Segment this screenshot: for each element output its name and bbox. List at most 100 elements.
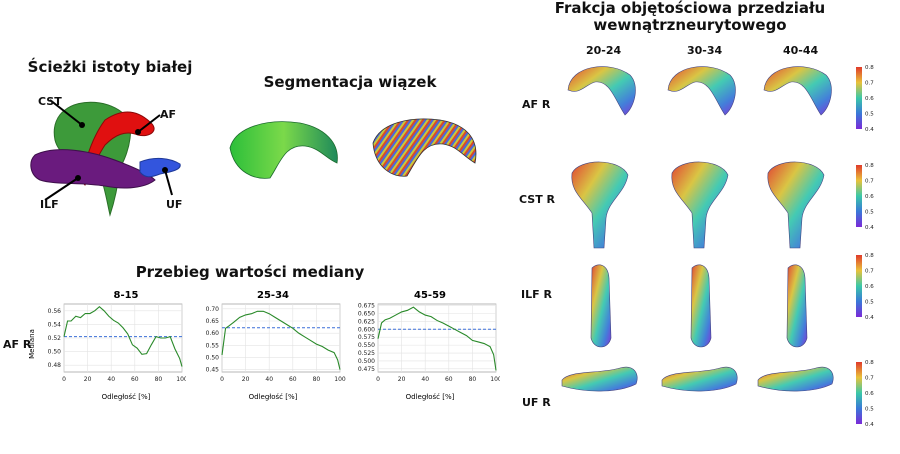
colorbar-tick-label: 0.8: [865, 253, 874, 259]
colorbar: [856, 165, 862, 227]
colorbar-tick-label: 0.4: [865, 127, 874, 133]
tract-cst-r-40-44: [767, 161, 825, 249]
med-row-label: AF R: [3, 338, 32, 351]
label-af: AF: [160, 108, 177, 121]
colorbar-tick-label: 0.6: [865, 194, 874, 200]
colorbar-tick-label: 0.5: [865, 300, 874, 306]
fr-grid: 0.8 0.7 0.6 0.5 0.4 0.8 0.7 0.6 0.5 0.4 0.8 0.7 0.6 0…: [560, 60, 880, 450]
colorbar-tick-label: 0.7: [865, 269, 874, 275]
plot-xlabel-0: Odległość [%]: [102, 393, 151, 401]
x-tick-label: 100: [490, 376, 500, 383]
y-tick-label: 0.625: [358, 318, 375, 325]
y-tick-label: 0.550: [358, 342, 375, 349]
y-tick-label: 0.45: [206, 367, 220, 374]
x-tick-label: 60: [445, 376, 453, 383]
tract-ilf-r-30-34: [690, 264, 712, 348]
tract-af-r-20-24: [567, 66, 636, 116]
y-tick-label: 0.50: [206, 354, 220, 361]
x-tick-label: 20: [398, 376, 406, 383]
median-line: [221, 310, 341, 370]
colorbar-tick-label: 0.8: [865, 65, 874, 71]
plot-svg-1: 25-34 Odległość [%] 0.45 0.50 0.55 0.60 0.65…: [206, 290, 346, 401]
colorbar-tick-label: 0.8: [865, 163, 874, 169]
fr-row-1: CST R: [519, 193, 556, 206]
colorbar-tick-label: 0.8: [865, 360, 874, 366]
uf-tract: [139, 157, 181, 178]
y-tick-label: 0.475: [358, 366, 375, 373]
x-tick-label: 40: [421, 376, 429, 383]
y-tick-label: 0.54: [48, 321, 62, 328]
fr-col-0: 20-24: [586, 44, 622, 57]
ilf-tract: [30, 149, 156, 189]
plot-25-34: 25-34 Odległość [%] 0.45 0.50 0.55 0.60 0.65…: [188, 284, 348, 404]
y-tick-label: 0.650: [358, 310, 375, 317]
x-tick-label: 40: [265, 376, 273, 383]
y-tick-label: 0.48: [48, 362, 62, 369]
colorbar-tick-label: 0.7: [865, 376, 874, 382]
tract-ilf-r-20-24: [590, 264, 612, 348]
fr-grid-svg: 0.8 0.7 0.6 0.5 0.4 0.8 0.7 0.6 0.5 0.4 0.8 0.7 0.6 0…: [561, 65, 874, 428]
tract-cst-r-20-24: [571, 161, 629, 249]
y-tick-label: 0.675: [358, 303, 375, 310]
y-tick-label: 0.70: [206, 306, 220, 313]
colorbar-tick-label: 0.5: [865, 407, 874, 413]
seg-illustration: [225, 108, 495, 188]
x-tick-label: 60: [289, 376, 297, 383]
y-tick-label: 0.52: [48, 335, 62, 342]
colorbar: [856, 255, 862, 317]
x-tick-label: 100: [176, 376, 186, 383]
y-tick-label: 0.525: [358, 350, 375, 357]
fr-title-line2: wewnątrzneurytowego: [593, 16, 787, 34]
fr-row-3: UF R: [522, 396, 551, 409]
colorbar-tick-label: 0.6: [865, 96, 874, 102]
med-title: Przebieg wartości mediany: [135, 263, 365, 281]
colorbar-tick-label: 0.5: [865, 112, 874, 118]
colorbar-tick-label: 0.7: [865, 81, 874, 87]
median-line: [63, 305, 183, 367]
colorbar: [856, 67, 862, 129]
fr-row-0: AF R: [522, 98, 551, 111]
tract-cst-r-30-34: [671, 161, 729, 249]
x-tick-label: 0: [62, 376, 66, 383]
plot-frame: [221, 303, 341, 373]
y-tick-label: 0.55: [206, 342, 220, 349]
median-line: [377, 306, 497, 371]
plot-svg-2: 45-59 Odległość [%] 0.4750.5000.5250.550…: [358, 290, 502, 401]
tract-uf-r-30-34: [661, 366, 738, 392]
label-cst: CST: [38, 95, 62, 108]
colorbar-tick-label: 0.4: [865, 225, 874, 231]
plot-svg-0: 8-15 Mediana Odległość [%] 0.48 0.50 0.52 0…: [28, 290, 188, 401]
colorbar-tick-label: 0.6: [865, 391, 874, 397]
y-tick-label: 0.56: [48, 308, 62, 315]
x-tick-label: 0: [376, 376, 380, 383]
tract-af-r-40-44: [763, 66, 832, 116]
plot-xlabel-1: Odległość [%]: [249, 393, 298, 401]
label-ilf: ILF: [40, 198, 59, 211]
x-tick-label: 100: [334, 376, 346, 383]
wm-tract-illustration: [10, 80, 220, 230]
x-tick-label: 40: [107, 376, 115, 383]
colorbar: [856, 362, 862, 424]
bundle-green: [229, 121, 338, 179]
plot-45-59: 45-59 Odległość [%] 0.475 0.500 0.525 0.550…: [340, 284, 502, 404]
plot-title-2: 45-59: [414, 290, 446, 301]
tract-uf-r-40-44: [757, 366, 834, 392]
tract-af-r-30-34: [667, 66, 736, 116]
x-tick-label: 0: [220, 376, 224, 383]
fr-title: Frakcja objętościowa przedziału wewnątrz…: [540, 0, 840, 34]
y-tick-label: 0.575: [358, 334, 375, 341]
plot-frame: [377, 303, 497, 373]
label-uf: UF: [166, 198, 183, 211]
x-tick-label: 20: [84, 376, 92, 383]
colorbar-tick-label: 0.4: [865, 315, 874, 321]
colorbar-tick-label: 0.6: [865, 284, 874, 290]
seg-title: Segmentacja wiązek: [263, 73, 437, 91]
y-tick-label: 0.60: [206, 330, 220, 337]
y-tick-label: 0.50: [48, 349, 62, 356]
x-tick-label: 60: [131, 376, 139, 383]
colorbar-tick-label: 0.7: [865, 179, 874, 185]
tract-ilf-r-40-44: [786, 264, 808, 348]
plot-title-1: 25-34: [257, 290, 289, 301]
y-tick-label: 0.65: [206, 318, 220, 325]
plot-title-0: 8-15: [113, 290, 138, 301]
